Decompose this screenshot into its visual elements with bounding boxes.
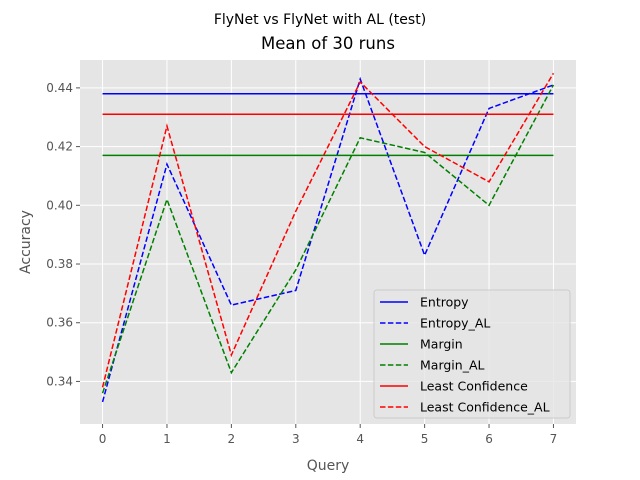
x-tick-label: 3 [292, 432, 300, 446]
y-tick-label: 0.40 [46, 198, 73, 212]
series-lines [101, 72, 555, 403]
y-tick-label: 0.38 [46, 257, 73, 271]
chart-title: Mean of 30 runs [261, 34, 395, 53]
x-tick-label: 1 [163, 432, 171, 446]
legend: Entropy Entropy_AL Margin Margin_AL Least Co… [373, 289, 571, 419]
series-line-1 [101, 76, 554, 403]
series-line-3 [101, 84, 555, 394]
x-tick-label: 2 [228, 432, 236, 446]
y-axis-label: Accuracy [18, 210, 34, 274]
y-tick-label: 0.36 [46, 316, 73, 330]
x-tick-label: 5 [421, 432, 429, 446]
series-line-5 [101, 72, 555, 388]
legend-label: Entropy [420, 295, 469, 310]
legend-label: Least Confidence [420, 379, 528, 394]
legend-label: Entropy_AL [420, 316, 490, 331]
legend-label: Margin_AL [420, 358, 484, 373]
legend-box [373, 289, 571, 419]
x-tick-label: 7 [550, 432, 558, 446]
y-tick-label: 0.34 [46, 374, 73, 388]
legend-label: Least Confidence_AL [420, 400, 550, 415]
legend-label: Margin [420, 337, 463, 352]
chart-suptitle: FlyNet vs FlyNet with AL (test) [214, 12, 426, 28]
y-tick-label: 0.44 [46, 81, 73, 95]
x-tick-label: 0 [99, 432, 107, 446]
axis-ticks: 0 1 2 3 4 5 6 7 0.34 0.36 0.38 0.40 0.42 0.44 [46, 81, 557, 446]
x-tick-label: 4 [356, 432, 364, 446]
y-tick-label: 0.42 [46, 140, 73, 154]
x-tick-label: 6 [485, 432, 493, 446]
x-axis-label: Query [307, 458, 350, 474]
